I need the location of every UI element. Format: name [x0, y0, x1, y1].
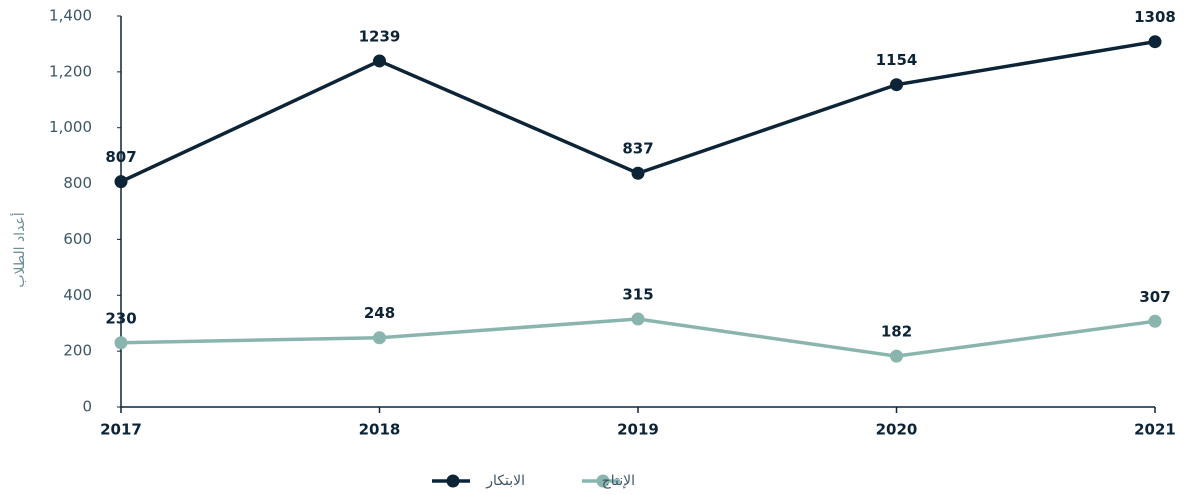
y-tick-label: 200: [63, 342, 92, 360]
point: [1148, 35, 1162, 49]
y-tick-label: 400: [63, 286, 92, 304]
x-tick-label: 2020: [876, 421, 918, 439]
point: [373, 54, 386, 68]
point: [890, 349, 903, 363]
data-label: 307: [1139, 288, 1170, 306]
y-tick-label: 1,000: [49, 118, 92, 136]
y-tick-label: 1,400: [49, 7, 92, 25]
point: [114, 336, 128, 350]
point: [1148, 314, 1162, 328]
data-label: 1154: [876, 51, 918, 69]
y-axis-label: أعداد الطلاب: [10, 212, 28, 287]
data-label: 1308: [1134, 8, 1176, 26]
x-tick-label: 2018: [359, 421, 401, 439]
legend-marker: [446, 474, 460, 488]
y-tick-label: 1,200: [49, 62, 92, 80]
data-label: 807: [105, 148, 136, 166]
data-label: 1239: [359, 27, 401, 45]
x-tick-label: 2019: [617, 421, 659, 439]
data-label: 837: [622, 140, 653, 158]
legend-label: الإنتاج: [602, 473, 635, 489]
data-label: 230: [105, 309, 136, 327]
y-tick-label: 800: [63, 174, 92, 192]
point: [631, 312, 645, 326]
legend-label: الابتكار: [485, 473, 525, 489]
legend-marker: [596, 474, 610, 488]
data-label: 248: [364, 304, 395, 322]
y-tick-label: 600: [63, 230, 92, 248]
x-tick-label: 2017: [100, 421, 142, 439]
data-label: 182: [881, 323, 912, 341]
y-tick-label: 0: [82, 398, 92, 416]
series-line: [120, 39, 1156, 184]
point: [373, 331, 386, 345]
x-tick-label: 2021: [1134, 421, 1176, 439]
data-label: 315: [622, 286, 653, 304]
point: [890, 78, 903, 92]
point: [114, 175, 128, 189]
point: [631, 166, 645, 180]
